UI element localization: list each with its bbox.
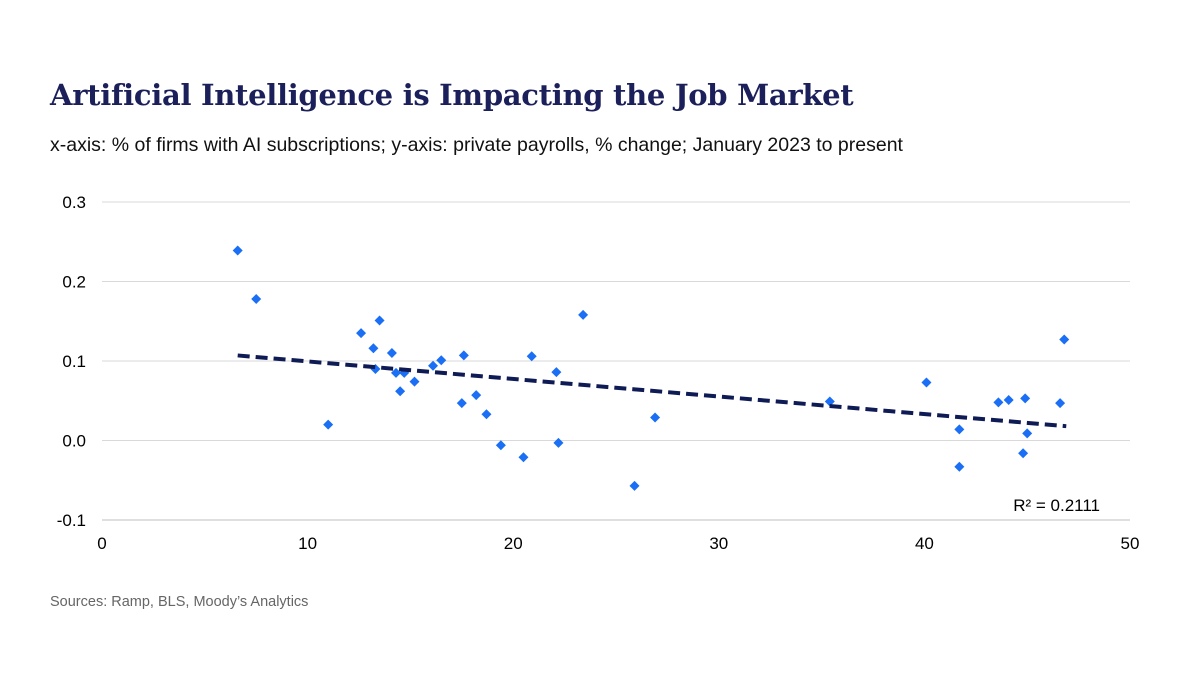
data-point — [323, 419, 334, 430]
data-point — [1059, 334, 1070, 345]
data-point — [526, 351, 537, 362]
r-squared-label: R² = 0.2111 — [1013, 496, 1100, 515]
data-point — [650, 412, 661, 423]
x-tick-label: 40 — [915, 534, 934, 553]
data-point — [993, 397, 1004, 408]
y-tick-label: 0.0 — [62, 432, 86, 451]
data-point — [518, 452, 529, 463]
data-point — [374, 315, 385, 326]
y-tick-label: 0.3 — [62, 193, 86, 212]
source-note: Sources: Ramp, BLS, Moody’s Analytics — [50, 594, 309, 610]
data-point — [824, 396, 835, 407]
data-point — [495, 440, 506, 451]
data-point — [481, 409, 492, 420]
data-point — [921, 377, 932, 388]
chart-subtitle: x-axis: % of firms with AI subscriptions… — [50, 134, 903, 156]
x-tick-label: 10 — [298, 534, 317, 553]
data-point — [251, 293, 262, 304]
data-point — [232, 245, 243, 256]
data-point — [1018, 448, 1029, 459]
x-tick-label: 50 — [1121, 534, 1140, 553]
x-tick-label: 30 — [709, 534, 728, 553]
data-point — [428, 360, 439, 371]
data-point — [954, 424, 965, 435]
data-point — [368, 343, 379, 354]
trendline — [237, 353, 1067, 429]
data-point — [629, 480, 640, 491]
y-tick-label: -0.1 — [57, 511, 86, 530]
chart-title: Artificial Intelligence is Impacting the… — [50, 78, 854, 112]
data-point — [1020, 393, 1031, 404]
x-axis-labels: 0 10 20 30 40 50 — [97, 534, 1139, 553]
data-point — [1055, 398, 1066, 409]
x-tick-label: 0 — [97, 534, 106, 553]
data-point — [954, 461, 965, 472]
data-point — [395, 386, 406, 397]
data-point — [456, 398, 467, 409]
data-point — [409, 376, 420, 387]
y-tick-label: 0.2 — [62, 273, 86, 292]
data-point — [1003, 394, 1014, 405]
data-point — [471, 390, 482, 401]
gridlines — [102, 201, 1130, 441]
y-tick-label: 0.1 — [62, 352, 86, 371]
data-points — [232, 245, 1070, 491]
data-point — [356, 328, 367, 339]
data-point — [1022, 428, 1033, 439]
data-point — [578, 309, 589, 320]
x-tick-label: 20 — [504, 534, 523, 553]
data-point — [391, 367, 402, 378]
data-point — [553, 437, 564, 448]
data-point — [386, 348, 397, 359]
y-axis-labels: -0.1 0.0 0.1 0.2 0.3 — [57, 193, 86, 530]
data-point — [436, 355, 447, 366]
data-point — [551, 367, 562, 378]
trendline-group: R² = 0.2111 — [237, 353, 1100, 515]
data-point — [458, 350, 469, 361]
